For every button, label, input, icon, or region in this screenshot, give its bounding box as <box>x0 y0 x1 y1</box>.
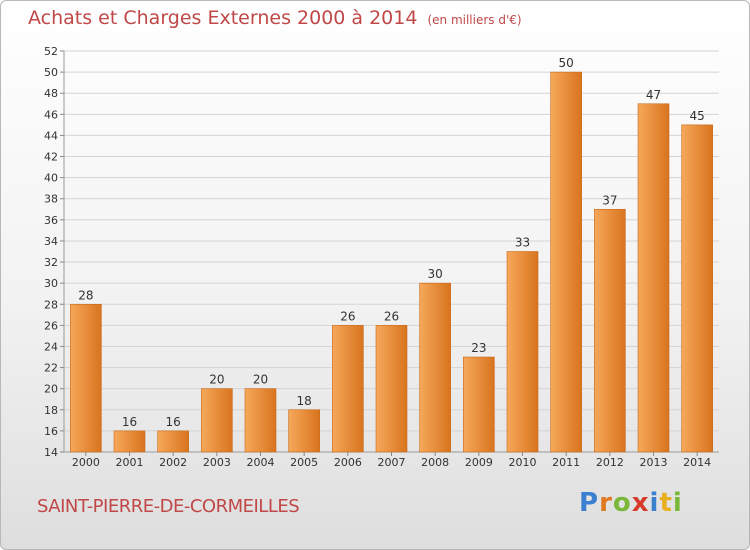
y-tick-label: 48 <box>44 87 58 100</box>
y-tick-label: 50 <box>44 66 58 79</box>
x-tick-label: 2008 <box>421 456 449 469</box>
x-tick-label: 2002 <box>159 456 187 469</box>
bars <box>70 71 713 453</box>
x-axis-ticks: 2000 2001 2002 2003 2004 2005 2006 2007 2008 2009… <box>72 452 711 469</box>
data-label: 30 <box>428 267 443 281</box>
data-label: 26 <box>340 309 355 323</box>
x-tick-label: 2000 <box>72 456 100 469</box>
x-tick-label: 2001 <box>116 456 144 469</box>
y-tick-label: 36 <box>44 214 58 227</box>
bar-2013 <box>637 103 670 453</box>
logo-letter: i <box>649 488 660 518</box>
y-axis-ticks: 14 16 18 20 22 24 26 28 30 32 34 36 38 40 42 44 46 48 50 52 <box>44 45 64 459</box>
logo-letter: t <box>659 488 673 518</box>
data-label: 23 <box>471 341 486 355</box>
bar-2004 <box>244 388 277 453</box>
y-tick-label: 38 <box>44 193 58 206</box>
x-tick-label: 2011 <box>552 456 580 469</box>
logo-letter: x <box>631 488 650 518</box>
town-name: SAINT-PIERRE-DE-CORMEILLES <box>37 496 300 517</box>
data-label: 18 <box>297 394 312 408</box>
data-label: 26 <box>384 309 399 323</box>
logo-letter: r <box>599 488 613 518</box>
bar-2003 <box>201 388 233 453</box>
bar-2010 <box>506 251 539 453</box>
y-tick-label: 16 <box>44 425 58 438</box>
y-tick-label: 18 <box>44 404 58 417</box>
x-tick-label: 2004 <box>247 456 275 469</box>
logo-letter: P <box>579 488 600 518</box>
data-label: 47 <box>646 88 661 102</box>
bar-2007 <box>375 325 408 453</box>
data-label: 50 <box>559 56 574 70</box>
y-tick-label: 24 <box>44 340 58 353</box>
data-label: 20 <box>253 373 268 387</box>
y-tick-label: 32 <box>44 256 58 269</box>
chart-title: Achats et Charges Externes 2000 à 2014 (e… <box>28 7 522 29</box>
logo-letter: i <box>672 488 683 518</box>
data-label: 16 <box>122 415 137 429</box>
data-label: 28 <box>78 288 93 302</box>
y-tick-label: 44 <box>44 129 58 142</box>
bar-2006 <box>332 325 364 453</box>
x-tick-label: 2005 <box>290 456 318 469</box>
data-label: 16 <box>166 415 181 429</box>
x-tick-label: 2003 <box>203 456 231 469</box>
y-tick-label: 42 <box>44 151 58 164</box>
logo-letter: o <box>612 488 632 518</box>
x-tick-label: 2006 <box>334 456 362 469</box>
x-tick-label: 2013 <box>640 456 668 469</box>
bar-2014 <box>681 124 713 453</box>
bar-2000 <box>70 303 102 453</box>
x-tick-label: 2007 <box>378 456 406 469</box>
bar-2008 <box>419 282 451 453</box>
y-tick-label: 52 <box>44 45 58 58</box>
bar-2011 <box>550 71 582 453</box>
data-labels: 28 16 16 20 20 18 26 26 30 23 33 50 37 47 45 <box>78 56 705 429</box>
x-tick-label: 2009 <box>465 456 493 469</box>
bar-2002 <box>157 430 189 453</box>
y-tick-label: 14 <box>44 446 58 459</box>
bar-2001 <box>113 430 146 453</box>
y-tick-label: 40 <box>44 172 58 185</box>
chart-unit: (en milliers d'€) <box>427 13 522 27</box>
data-label: 20 <box>209 373 224 387</box>
bar-2012 <box>594 208 626 453</box>
y-tick-label: 20 <box>44 383 58 396</box>
y-tick-label: 28 <box>44 298 58 311</box>
bar-2005 <box>288 409 320 453</box>
bar-2009 <box>463 356 495 453</box>
y-tick-label: 22 <box>44 362 58 375</box>
data-label: 37 <box>602 193 617 207</box>
y-tick-label: 26 <box>44 319 58 332</box>
data-label: 33 <box>515 236 530 250</box>
y-tick-label: 34 <box>44 235 58 248</box>
data-label: 45 <box>690 109 705 123</box>
x-tick-label: 2010 <box>509 456 537 469</box>
x-tick-label: 2012 <box>596 456 624 469</box>
y-tick-label: 46 <box>44 108 58 121</box>
chart-title-text: Achats et Charges Externes 2000 à 2014 <box>28 7 418 29</box>
x-tick-label: 2014 <box>683 456 711 469</box>
y-tick-label: 30 <box>44 277 58 290</box>
proxiti-logo[interactable]: Proxiti <box>579 488 683 518</box>
